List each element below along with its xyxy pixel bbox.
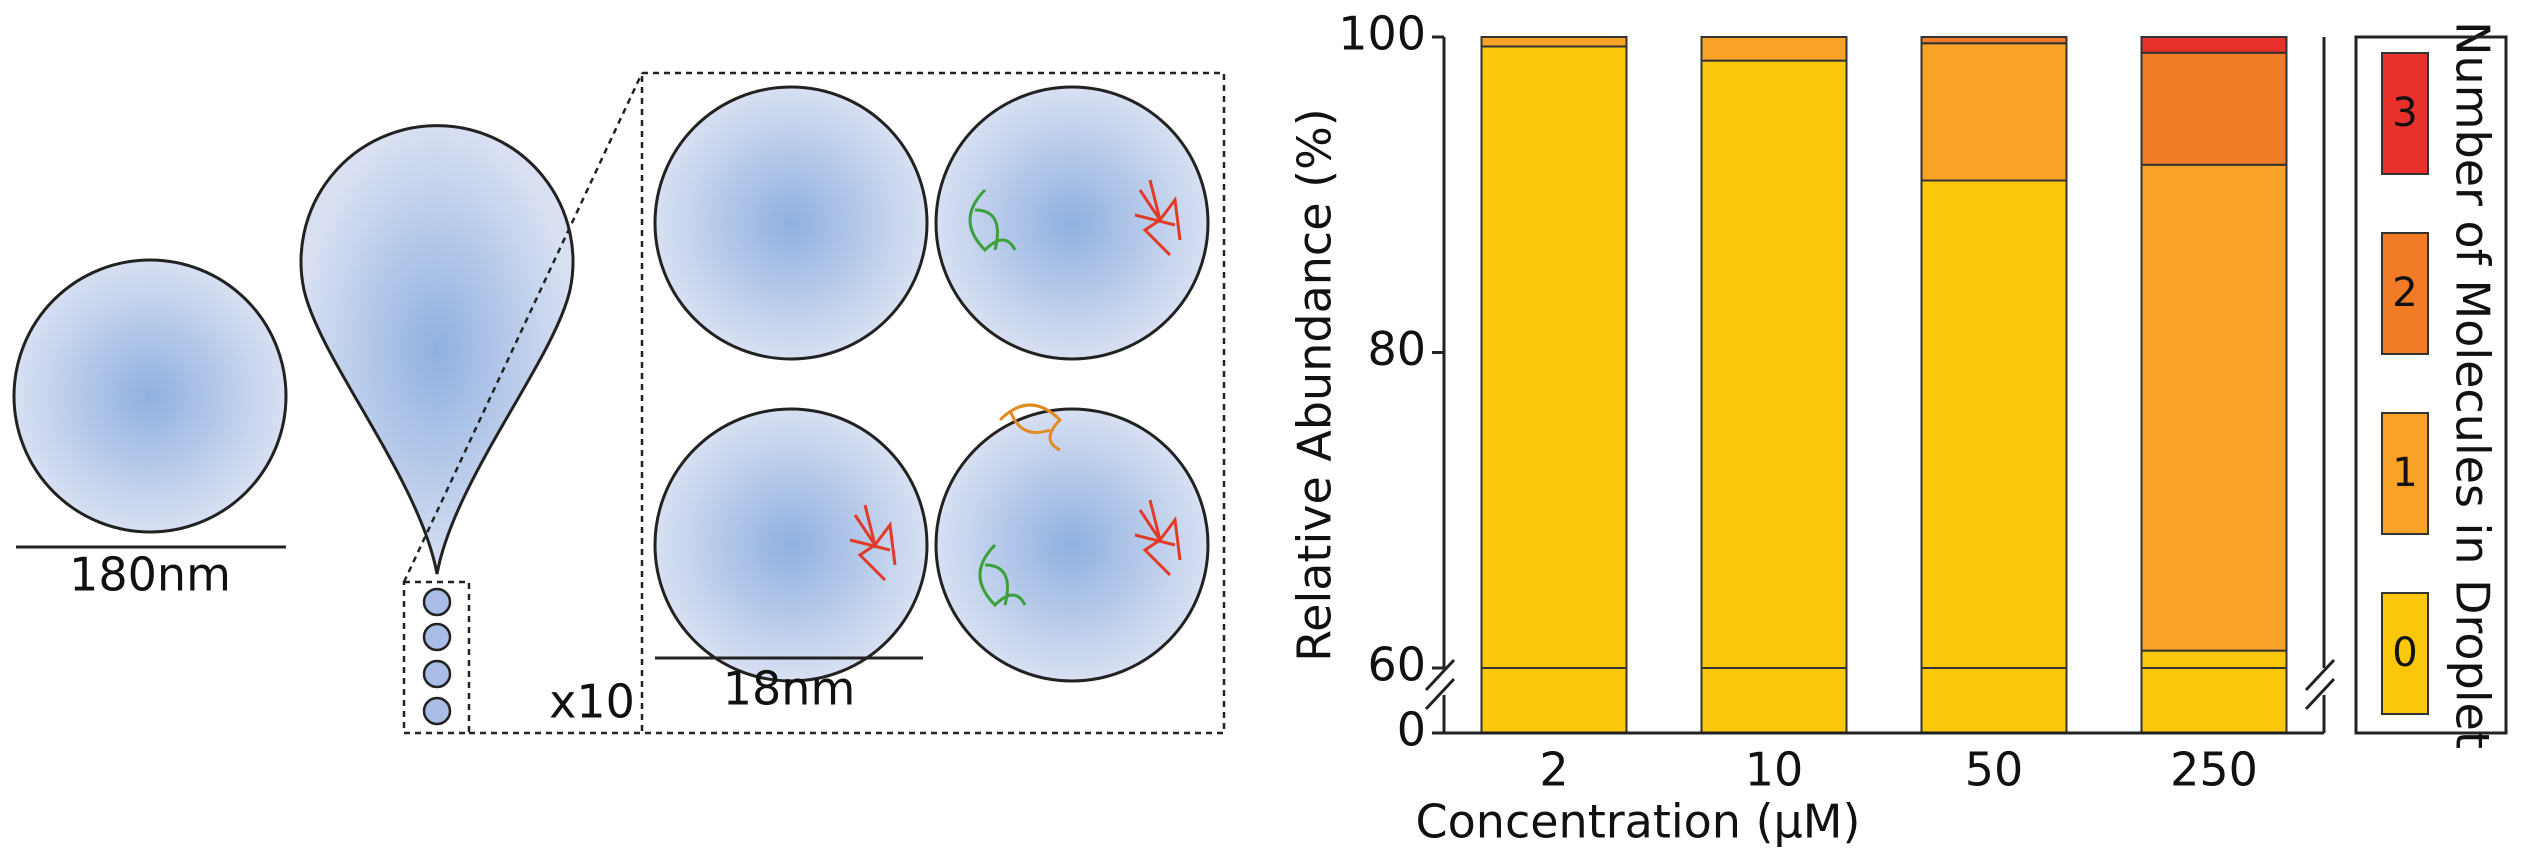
- bar-segment: [2142, 651, 2287, 733]
- legend-title: Number of Molecules in Droplet: [2446, 21, 2500, 749]
- bar-segment: [1482, 37, 1627, 46]
- legend-label: 1: [2392, 450, 2417, 496]
- diagram: [14, 73, 1224, 733]
- bar-segment: [1702, 61, 1847, 733]
- large-droplet: [14, 260, 286, 532]
- scale-label: 18nm: [723, 662, 856, 716]
- scale-label: 180nm: [69, 548, 231, 602]
- x-axis-title: Concentration (μM): [1416, 795, 1861, 849]
- bar-segment: [1922, 43, 2067, 180]
- small-droplets: [424, 589, 450, 724]
- teardrop: [301, 126, 573, 574]
- x-tick-label: 250: [2170, 743, 2258, 797]
- bar-segment: [2142, 165, 2287, 651]
- small-droplet-zoom: [655, 87, 1208, 681]
- bar-segment: [1702, 37, 1847, 61]
- figure: 180nm x10 18nm Concentration (μM) Relati…: [0, 0, 2525, 851]
- x-tick-label: 10: [1745, 743, 1804, 797]
- legend-label: 0: [2392, 630, 2417, 676]
- y-tick-label: 0: [1397, 703, 1426, 757]
- multiplier-label: x10: [549, 675, 635, 729]
- page: {"diagram":{"large_droplet_label":"180nm…: [0, 0, 2525, 851]
- y-tick-label: 80: [1367, 322, 1426, 376]
- bar-segment: [2142, 53, 2287, 165]
- x-tick-label: 2: [1539, 743, 1568, 797]
- bar-segment: [1482, 46, 1627, 733]
- y-axis-title: Relative Abundance (%): [1288, 108, 1342, 661]
- y-tick-label: 60: [1367, 638, 1426, 692]
- bar-segment: [1922, 181, 2067, 733]
- legend-label: 3: [2392, 90, 2417, 136]
- legend-label: 2: [2392, 270, 2417, 316]
- y-tick-label: 100: [1338, 7, 1426, 61]
- x-tick-label: 50: [1965, 743, 2024, 797]
- bar-segment: [2142, 37, 2287, 53]
